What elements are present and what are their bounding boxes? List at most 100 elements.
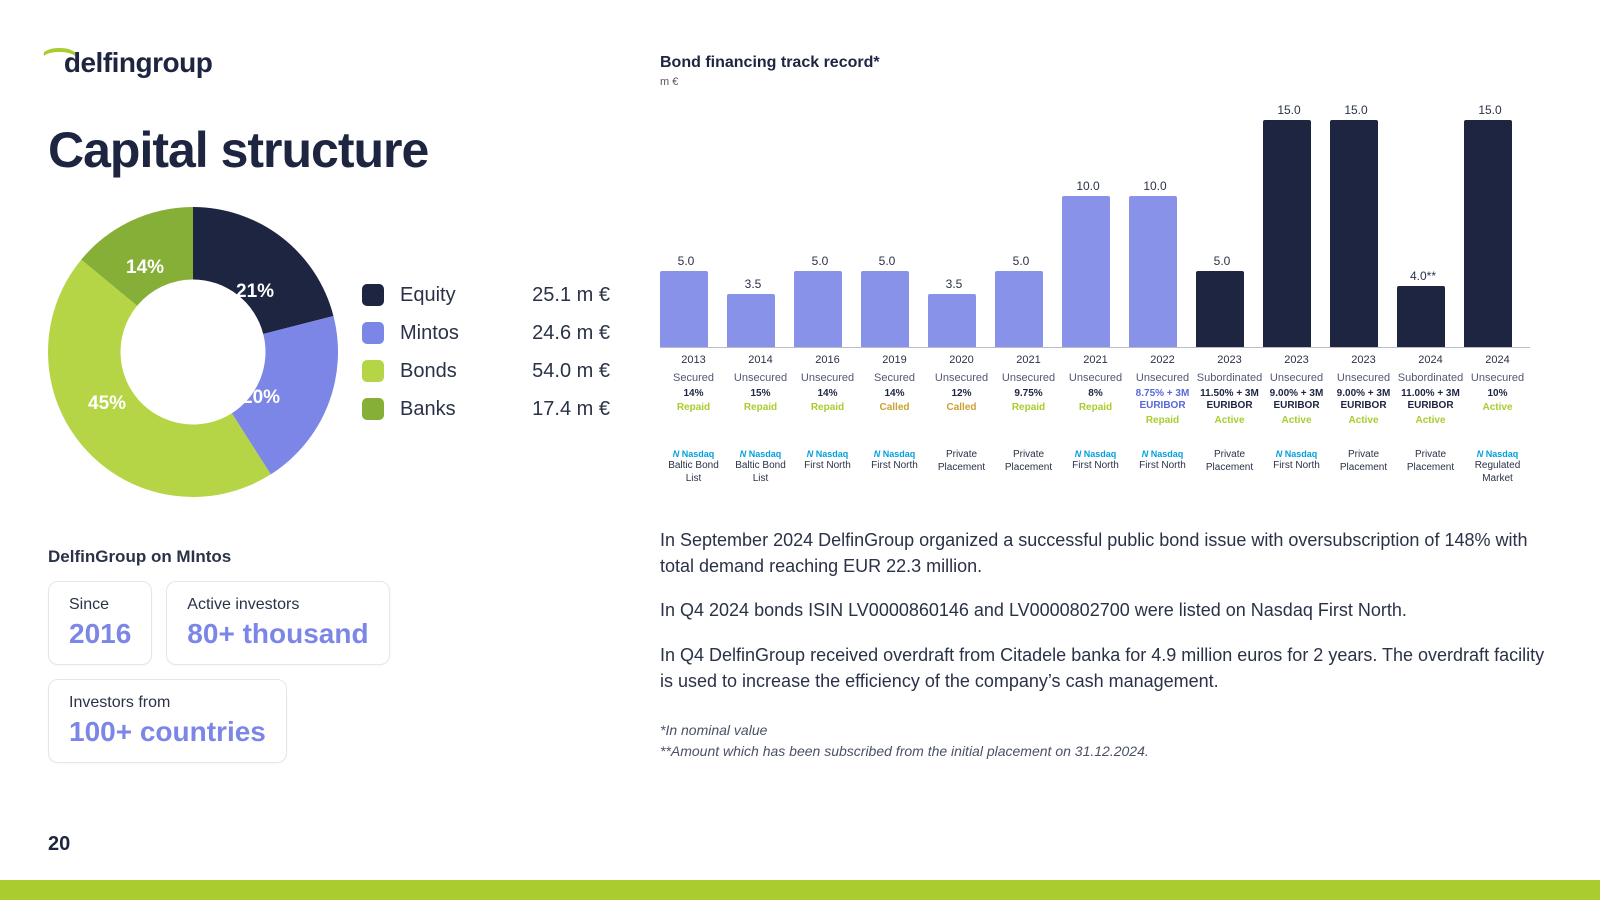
bar-listing-cell: Private Placement [1397, 449, 1464, 485]
mintos-card: Active investors80+ thousand [166, 581, 389, 665]
nasdaq-icon: N Nasdaq [727, 449, 794, 460]
bar [995, 271, 1043, 347]
nasdaq-icon: N Nasdaq [1062, 449, 1129, 460]
donut-legend: Equity25.1 m €Mintos24.6 m €Bonds54.0 m … [362, 276, 610, 428]
bar-type: Unsecured [1330, 372, 1397, 386]
bar-listing-cell: N NasdaqBaltic Bond List [660, 449, 727, 485]
legend-label: Bonds [400, 360, 500, 383]
bar-column: 10.0 [1129, 98, 1181, 348]
card-value: 80+ thousand [187, 618, 368, 650]
legend-label: Banks [400, 398, 500, 421]
bar-type: Unsecured [794, 372, 861, 386]
bar-type: Unsecured [995, 372, 1062, 386]
bar-rate: 15% [727, 388, 794, 401]
bar-listing-cell: N NasdaqRegulated Market [1464, 449, 1531, 485]
bar-year: 2021 [1062, 354, 1129, 368]
bar-rate: 9.00% + 3M EURIBOR [1263, 388, 1330, 413]
bar-year: 2024 [1464, 354, 1531, 368]
footnote: *In nominal value [660, 720, 1560, 741]
bar-value-label: 5.0 [660, 254, 712, 268]
donut-slice-label: 21% [236, 281, 274, 303]
bar-value-label: 5.0 [1196, 254, 1248, 268]
legend-value: 25.1 m € [500, 284, 610, 307]
body-paragraph: In September 2024 DelfinGroup organized … [660, 527, 1560, 579]
donut-slice-label: 20% [242, 387, 280, 409]
bar-value-label: 10.0 [1129, 179, 1181, 193]
bar-value-label: 5.0 [861, 254, 913, 268]
listing-text: Private Placement [1407, 449, 1454, 473]
listing-text: First North [1139, 460, 1186, 471]
bar-meta-cell: 2024Subordinated11.00% + 3M EURIBORActiv… [1397, 354, 1464, 427]
legend-value: 24.6 m € [500, 322, 610, 345]
nasdaq-icon: N Nasdaq [1129, 449, 1196, 460]
bar [1062, 196, 1110, 348]
bar-column: 15.0 [1464, 98, 1516, 348]
bar-rate: 11.50% + 3M EURIBOR [1196, 388, 1263, 413]
chart-unit: m € [660, 76, 1560, 88]
bar-value-label: 5.0 [995, 254, 1047, 268]
bar [861, 271, 909, 347]
bar-type: Unsecured [727, 372, 794, 386]
legend-value: 17.4 m € [500, 398, 610, 421]
bar-type: Unsecured [1464, 372, 1531, 386]
footnote: **Amount which has been subscribed from … [660, 741, 1560, 762]
card-label: Since [69, 596, 131, 614]
bar-listing-cell: Private Placement [1196, 449, 1263, 485]
bar-type: Unsecured [1062, 372, 1129, 386]
bar-year: 2024 [1397, 354, 1464, 368]
bar [1330, 120, 1378, 347]
bar-column: 5.0 [794, 98, 846, 348]
bar-rate: 12% [928, 388, 995, 401]
slide: ⌢delfingroup Capital structure 21%20%45%… [0, 0, 1600, 900]
bar-column: 5.0 [995, 98, 1047, 348]
listing-text: First North [871, 460, 918, 471]
bar-column: 15.0 [1263, 98, 1315, 348]
mintos-cards: Since2016Active investors80+ thousandInv… [48, 581, 608, 763]
bar-status: Active [1397, 415, 1464, 428]
mintos-heading: DelfinGroup on MIntos [48, 547, 608, 567]
listing-text: First North [804, 460, 851, 471]
listing-text: Private Placement [1005, 449, 1052, 473]
bar-year: 2016 [794, 354, 861, 368]
bar-value-label: 15.0 [1330, 103, 1382, 117]
bar-listing-cell: Private Placement [1330, 449, 1397, 485]
bar-listing-cell: N NasdaqFirst North [861, 449, 928, 485]
bar [1196, 271, 1244, 347]
page-title: Capital structure [48, 121, 608, 179]
mintos-card: Investors from 100+ countries [48, 679, 287, 763]
bar-column: 5.0 [660, 98, 712, 348]
bar-year: 2023 [1263, 354, 1330, 368]
bar-column: 3.5 [928, 98, 980, 348]
bar-meta-cell: 2021Unsecured9.75%Repaid [995, 354, 1062, 427]
bar-status: Active [1263, 415, 1330, 428]
logo-swoosh-icon: ⌢ [41, 30, 76, 69]
bar-year: 2021 [995, 354, 1062, 368]
bar-meta-cell: 2016Unsecured14%Repaid [794, 354, 861, 427]
card-value: 100+ countries [69, 716, 266, 748]
bar-status: Repaid [660, 402, 727, 415]
body-paragraph: In Q4 2024 bonds ISIN LV0000860146 and L… [660, 597, 1560, 623]
bar-value-label: 3.5 [928, 277, 980, 291]
bar [1397, 286, 1445, 347]
bar-rate: 14% [794, 388, 861, 401]
nasdaq-icon: N Nasdaq [1263, 449, 1330, 460]
listing-text: Private Placement [1206, 449, 1253, 473]
bar-status: Repaid [995, 402, 1062, 415]
bar-status: Called [861, 402, 928, 415]
bar-listing-cell: Private Placement [928, 449, 995, 485]
nasdaq-icon: N Nasdaq [794, 449, 861, 460]
bar-value-label: 10.0 [1062, 179, 1114, 193]
nasdaq-icon: N Nasdaq [660, 449, 727, 460]
bar-year: 2019 [861, 354, 928, 368]
bar-status: Active [1196, 415, 1263, 428]
bar-value-label: 15.0 [1464, 103, 1516, 117]
listing-text: Regulated Market [1475, 460, 1521, 484]
legend-row: Mintos24.6 m € [362, 314, 610, 352]
bar-type: Subordinated [1397, 372, 1464, 386]
bar [1129, 196, 1177, 348]
card-label: Investors from [69, 694, 266, 712]
bar-status: Repaid [1129, 415, 1196, 428]
donut-and-legend: 21%20%45%14% Equity25.1 m €Mintos24.6 m … [48, 207, 608, 497]
bar-type: Unsecured [1129, 372, 1196, 386]
bar-status: Repaid [727, 402, 794, 415]
